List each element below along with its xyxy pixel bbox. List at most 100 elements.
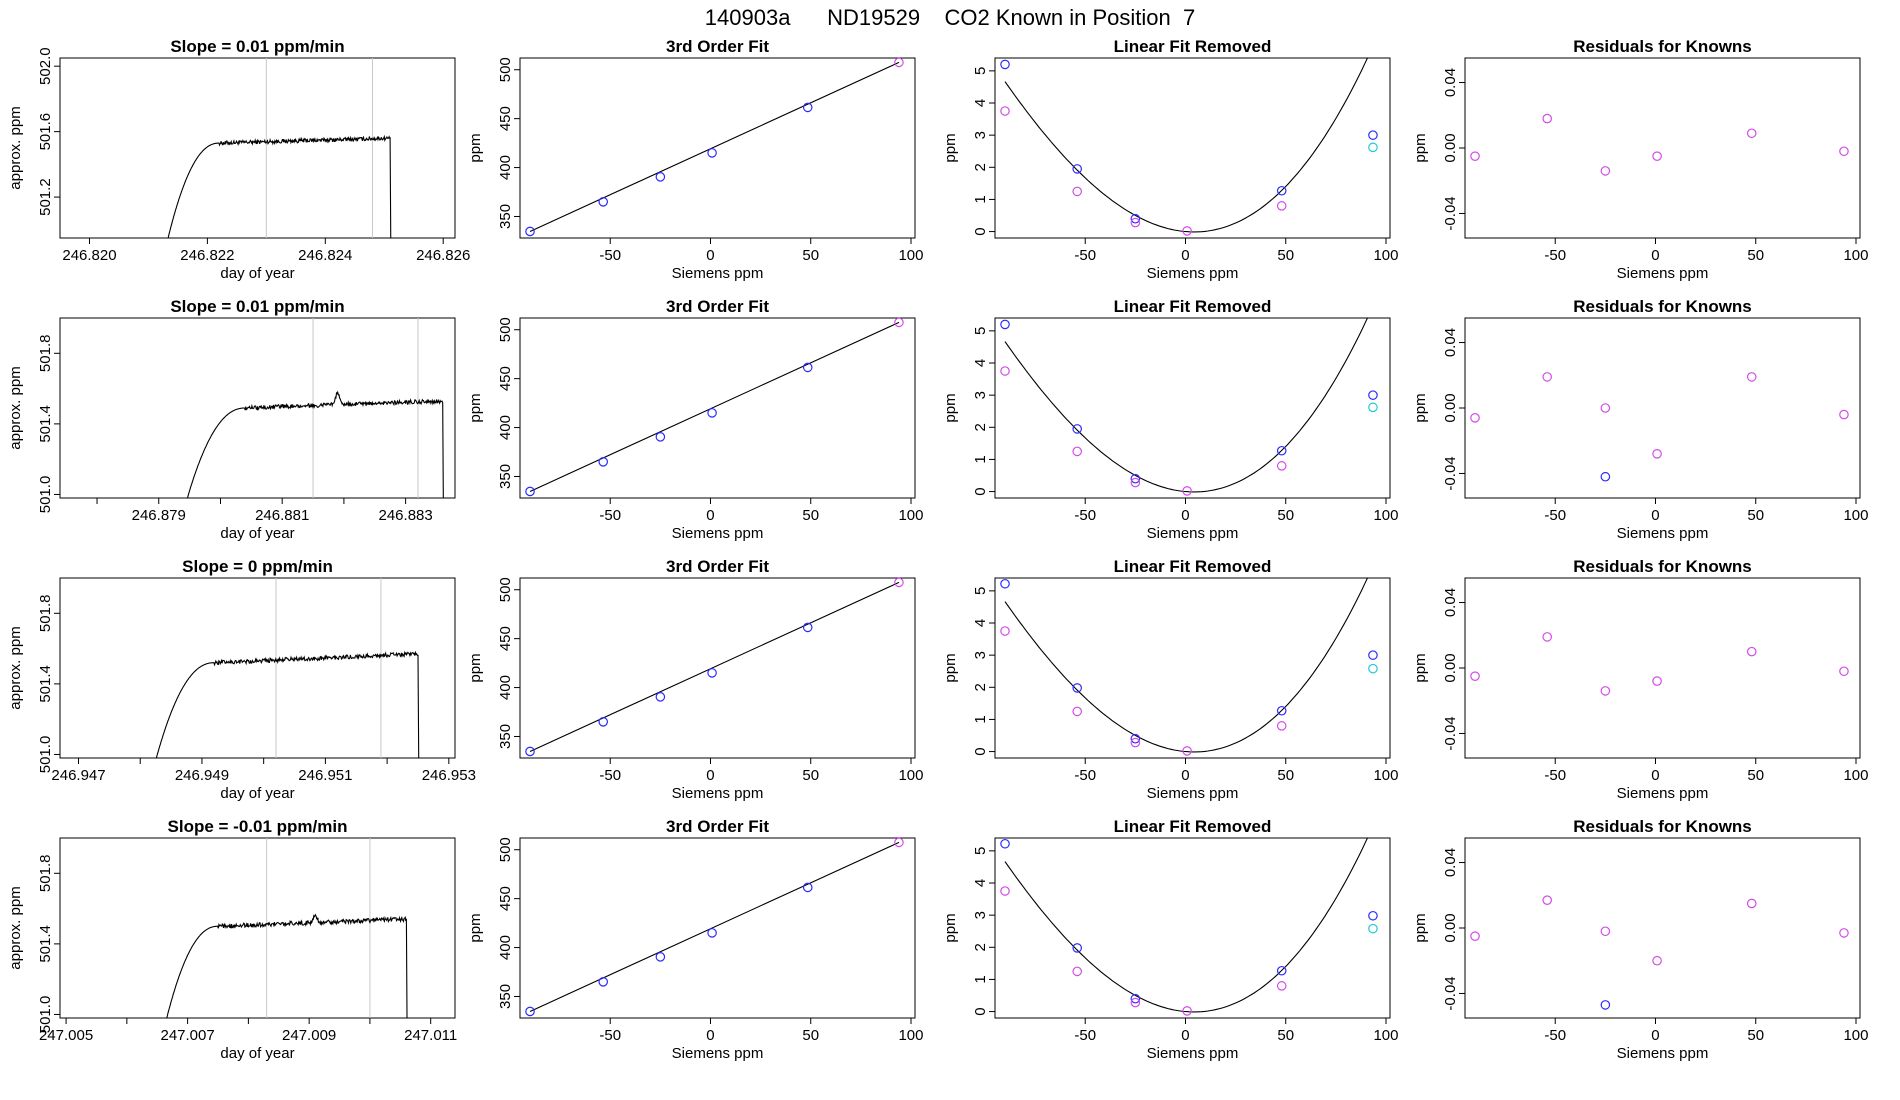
y-tick-label: 400 <box>497 415 514 440</box>
x-axis: -50 0 50 100 <box>1544 238 1869 264</box>
plot-frame <box>59 57 456 239</box>
y-tick-label: -0.04 <box>1442 716 1459 750</box>
data-point-blue <box>1072 164 1083 174</box>
data-point-magenta <box>894 837 904 848</box>
data-point-blue <box>1276 965 1287 976</box>
y-axis-label: ppm <box>942 913 959 942</box>
data-point-magenta <box>1000 626 1010 636</box>
y-axis-label: ppm <box>1412 133 1429 162</box>
x-tick-label: 100 <box>898 1027 923 1044</box>
x-tick-label: 246.820 <box>62 247 116 264</box>
data-point-magenta <box>1276 981 1287 991</box>
x-tick-label: 246.947 <box>51 767 105 784</box>
y-axis-label: ppm <box>1412 653 1429 682</box>
data-point-blue <box>525 746 535 757</box>
y-tick-label: 501.8 <box>37 855 54 893</box>
y-tick-label: 400 <box>497 675 514 700</box>
y-tick-label: 3 <box>972 391 989 399</box>
x-tick-label: 247.005 <box>39 1027 93 1044</box>
x-axis: 246.879 246.881 246.883 <box>96 498 433 524</box>
x-axis-label: Siemens ppm <box>1147 265 1239 282</box>
y-axis: 0 1 2 3 4 5 <box>972 847 995 1016</box>
y-axis: 0 1 2 3 4 5 <box>972 67 995 236</box>
x-tick-label: -50 <box>1544 1027 1566 1044</box>
y-tick-label: 501.6 <box>37 113 54 151</box>
y-tick-label: -0.04 <box>1442 976 1459 1010</box>
panel-title: 3rd Order Fit <box>666 297 769 316</box>
y-axis: -0.04 0.00 0.04 <box>1442 328 1465 491</box>
plot-frame <box>994 317 1391 499</box>
x-tick-label: 0 <box>1651 1027 1659 1044</box>
x-tick-label: 246.824 <box>298 247 352 264</box>
x-tick-label: 246.949 <box>175 767 229 784</box>
data-point-blue <box>1368 910 1378 921</box>
y-axis: 350 400 450 500 <box>497 317 520 489</box>
plot-area <box>155 578 420 758</box>
x-tick-label: 246.822 <box>180 247 234 264</box>
x-tick-label: 50 <box>802 1027 819 1044</box>
y-axis: 501.0 501.4 501.8 <box>37 335 60 513</box>
y-tick-label: 400 <box>497 155 514 180</box>
panel-3-4: Residuals for Knowns -50 0 50 100 Siemens ppm… <box>1412 557 1869 802</box>
data-point-blue <box>707 928 717 938</box>
data-point-magenta <box>1600 403 1611 413</box>
x-tick-label: 246.879 <box>132 507 186 524</box>
data-point-magenta <box>1182 226 1192 236</box>
plot-area <box>166 838 408 1018</box>
y-axis-label: ppm <box>467 653 484 682</box>
x-axis-label: day of year <box>220 785 294 802</box>
y-axis: 501.2 501.6 502.0 <box>37 47 60 216</box>
panel-4-4: Residuals for Knowns -50 0 50 100 Siemens ppm… <box>1412 817 1869 1062</box>
data-point-magenta <box>1839 666 1849 677</box>
y-axis-label: approx. ppm <box>7 886 24 969</box>
panel-title: Residuals for Knowns <box>1573 297 1752 316</box>
x-tick-label: 246.881 <box>255 507 309 524</box>
fit-curve <box>1004 318 1369 493</box>
y-axis-label: ppm <box>942 653 959 682</box>
y-tick-label: 5 <box>972 327 989 335</box>
x-tick-label: 50 <box>1747 1027 1764 1044</box>
y-tick-label: 450 <box>497 106 514 131</box>
x-tick-label: -50 <box>599 1027 621 1044</box>
x-tick-label: 50 <box>1277 767 1294 784</box>
data-point-cyan <box>1368 402 1378 413</box>
fit-line <box>529 321 900 492</box>
data-point-magenta <box>894 57 904 68</box>
panel-title: Residuals for Knowns <box>1573 557 1752 576</box>
x-axis-label: Siemens ppm <box>1147 785 1239 802</box>
x-axis-label: day of year <box>220 1045 294 1062</box>
y-tick-label: 350 <box>497 204 514 229</box>
x-tick-label: 50 <box>1277 247 1294 264</box>
x-axis: 246.820 246.822 246.824 246.826 <box>62 238 470 264</box>
y-tick-label: 0 <box>972 747 989 755</box>
x-tick-label: 100 <box>898 767 923 784</box>
y-tick-label: 0.00 <box>1442 133 1459 162</box>
data-point-blue <box>1600 1000 1611 1010</box>
data-point-magenta <box>1746 372 1757 382</box>
x-axis: -50 0 50 100 <box>1074 1018 1399 1044</box>
y-tick-label: 350 <box>497 464 514 489</box>
data-point-magenta <box>1072 446 1083 457</box>
x-axis: -50 0 50 100 <box>1544 498 1869 524</box>
data-point-blue <box>598 457 609 467</box>
data-point-magenta <box>1182 1006 1192 1016</box>
x-axis: 246.947 246.949 246.951 246.953 <box>51 758 476 784</box>
data-point-cyan <box>1368 923 1378 934</box>
panel-title: 3rd Order Fit <box>666 817 769 836</box>
y-tick-label: 4 <box>972 359 989 367</box>
plot-frame <box>519 577 916 759</box>
x-tick-label: 0 <box>1651 507 1659 524</box>
y-axis: 501.0 501.4 501.8 <box>37 855 60 1033</box>
x-tick-label: 100 <box>1373 247 1398 264</box>
y-tick-label: 4 <box>972 619 989 627</box>
y-axis: 350 400 450 500 <box>497 837 520 1009</box>
y-axis: 0 1 2 3 4 5 <box>972 587 995 756</box>
x-tick-label: 50 <box>802 247 819 264</box>
y-tick-label: 0 <box>972 1007 989 1015</box>
y-tick-label: 0 <box>972 487 989 495</box>
x-tick-label: 246.951 <box>298 767 352 784</box>
data-point-magenta <box>1072 186 1083 197</box>
